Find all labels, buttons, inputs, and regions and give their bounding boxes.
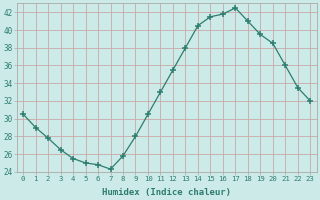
X-axis label: Humidex (Indice chaleur): Humidex (Indice chaleur): [102, 188, 231, 197]
